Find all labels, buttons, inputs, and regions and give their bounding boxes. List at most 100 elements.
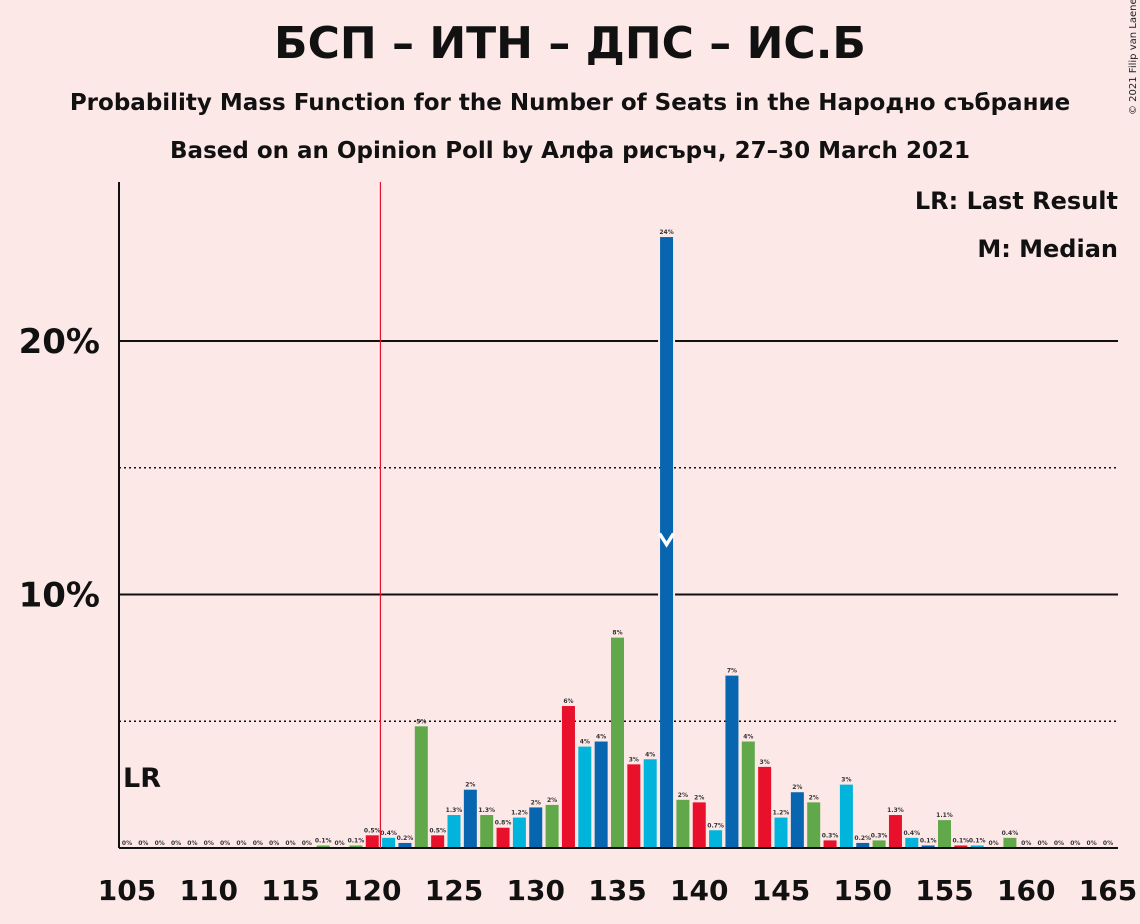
value-label-124: 0.5% (429, 827, 446, 834)
value-label-162: 0% (1054, 840, 1064, 847)
value-label-105: 0% (122, 840, 132, 847)
value-label-117: 0.1% (315, 837, 332, 844)
bar-123 (414, 726, 428, 848)
chart-source-subtitle: Based on an Opinion Poll by Алфа рисърч,… (170, 138, 970, 164)
x-tick-label-125: 125 (425, 874, 483, 907)
bar-131 (545, 804, 559, 848)
x-tick-label-115: 115 (261, 874, 319, 907)
bar-153 (905, 837, 919, 848)
bar-146 (790, 792, 804, 848)
bar-157 (970, 845, 984, 848)
value-labels: 0% 0% 0% 0% 0% 0% 0% 0% 0% 0% 0% 0% 0.1% 0% 0.1%0.5% 0.… (122, 229, 1113, 847)
y-axis-labels: 10% 20% (19, 322, 100, 616)
bar-148 (823, 840, 837, 848)
x-tick-label-140: 140 (670, 874, 728, 907)
value-label-110: 0% (204, 840, 214, 847)
value-label-121: 0.4% (380, 830, 397, 837)
bar-135 (611, 637, 624, 848)
bar-137 (643, 759, 657, 848)
value-label-163: 0% (1070, 840, 1080, 847)
value-label-145: 1.2% (773, 810, 790, 817)
value-label-130: 2% (531, 799, 541, 806)
value-label-106: 0% (138, 840, 148, 847)
value-label-149: 3% (841, 777, 851, 784)
median-marker (658, 532, 676, 548)
value-label-148: 0.3% (822, 832, 839, 839)
legend-last-result: LR: Last Result (915, 187, 1118, 215)
x-tick-label-155: 155 (915, 874, 973, 907)
bar-159 (1003, 837, 1017, 848)
value-label-111: 0% (220, 840, 230, 847)
value-label-118: 0% (334, 840, 344, 847)
x-tick-label-135: 135 (588, 874, 646, 907)
x-tick-label-150: 150 (834, 874, 892, 907)
value-label-136: 3% (629, 756, 639, 763)
bar-139 (676, 799, 690, 848)
bar-122 (398, 842, 412, 848)
value-label-112: 0% (236, 840, 246, 847)
value-label-164: 0% (1087, 840, 1097, 847)
bar-151 (872, 840, 886, 848)
bar-136 (627, 764, 641, 848)
value-label-143: 4% (743, 734, 753, 741)
value-label-161: 0% (1038, 840, 1048, 847)
value-label-159: 0.4% (1002, 830, 1019, 837)
value-label-141: 0.7% (707, 822, 724, 829)
value-label-133: 4% (580, 739, 590, 746)
bar-129 (512, 817, 526, 848)
bar-155 (938, 820, 951, 848)
value-label-132: 6% (563, 698, 573, 705)
value-label-127: 1.3% (478, 807, 495, 814)
x-tick-label-165: 165 (1079, 874, 1137, 907)
value-label-131: 2% (547, 797, 557, 804)
bar-144 (758, 766, 772, 848)
value-label-137: 4% (645, 751, 655, 758)
bar-132 (561, 706, 575, 848)
value-label-126: 2% (465, 782, 475, 789)
y-tick-label-10: 10% (19, 576, 100, 616)
bar-120 (365, 835, 379, 848)
value-label-142: 7% (727, 668, 737, 675)
value-label-147: 2% (809, 794, 819, 801)
bar-150 (856, 842, 870, 848)
value-label-154: 0.1% (920, 837, 937, 844)
bar-149 (839, 784, 853, 848)
value-label-135: 8% (612, 630, 622, 637)
value-label-155: 1.1% (936, 812, 953, 819)
value-label-128: 0.8% (495, 820, 512, 827)
bar-126 (463, 789, 477, 848)
value-label-152: 1.3% (887, 807, 904, 814)
chart-title: БСП – ИТН – ДПС – ИС.Б (274, 18, 866, 69)
bar-128 (496, 827, 510, 848)
bar-143 (741, 741, 755, 848)
value-label-140: 2% (694, 794, 704, 801)
x-axis-labels: 105 110 115 120 125 130 135 140 145 150 155 160 165 (98, 874, 1137, 907)
value-label-109: 0% (187, 840, 197, 847)
value-label-129: 1.2% (511, 810, 528, 817)
bar-141 (709, 830, 723, 848)
x-tick-label-110: 110 (180, 874, 238, 907)
bar-121 (382, 837, 396, 848)
bars (316, 237, 1017, 848)
x-tick-label-130: 130 (507, 874, 565, 907)
bar-130 (529, 807, 543, 848)
x-tick-label-160: 160 (997, 874, 1055, 907)
value-label-158: 0% (988, 840, 998, 847)
gridlines (119, 340, 1118, 723)
value-label-115: 0% (285, 840, 295, 847)
value-label-113: 0% (253, 840, 263, 847)
value-label-122: 0.2% (397, 835, 414, 842)
value-label-156: 0.1% (953, 837, 970, 844)
x-tick-label-120: 120 (343, 874, 401, 907)
bar-142 (725, 675, 739, 848)
value-label-153: 0.4% (903, 830, 920, 837)
bar-117 (316, 845, 330, 848)
value-label-125: 1.3% (446, 807, 463, 814)
bar-156 (954, 845, 968, 848)
bar-154 (921, 845, 935, 848)
bar-133 (578, 746, 592, 848)
value-label-114: 0% (269, 840, 279, 847)
value-label-151: 0.3% (871, 832, 888, 839)
value-label-150: 0.2% (854, 835, 871, 842)
value-label-144: 3% (760, 759, 770, 766)
